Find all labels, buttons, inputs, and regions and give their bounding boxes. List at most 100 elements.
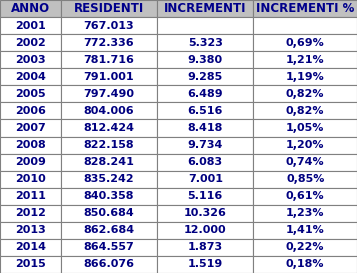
- Text: 850.684: 850.684: [84, 208, 134, 218]
- Text: 1,05%: 1,05%: [286, 123, 325, 133]
- Text: 8.418: 8.418: [187, 123, 223, 133]
- Text: 12.000: 12.000: [184, 225, 227, 235]
- Text: 2010: 2010: [15, 174, 46, 184]
- Text: 1,19%: 1,19%: [286, 72, 325, 82]
- Bar: [61, 153, 157, 171]
- Text: 0,82%: 0,82%: [286, 89, 325, 99]
- Text: 0,61%: 0,61%: [286, 191, 325, 201]
- Text: 822.158: 822.158: [84, 140, 134, 150]
- Bar: [0, 17, 61, 34]
- Bar: [0, 34, 61, 51]
- Bar: [157, 51, 253, 68]
- Bar: [253, 34, 357, 51]
- Bar: [61, 102, 157, 120]
- Text: 10.326: 10.326: [184, 208, 227, 218]
- Text: RESIDENTI: RESIDENTI: [74, 2, 144, 15]
- Text: INCREMENTI: INCREMENTI: [164, 2, 247, 15]
- Text: 6.083: 6.083: [188, 157, 223, 167]
- Bar: [61, 34, 157, 51]
- Bar: [253, 51, 357, 68]
- Bar: [253, 102, 357, 120]
- Bar: [253, 188, 357, 205]
- Bar: [157, 205, 253, 222]
- Bar: [0, 136, 61, 153]
- Bar: [253, 136, 357, 153]
- Bar: [0, 171, 61, 188]
- Text: 0,74%: 0,74%: [286, 157, 325, 167]
- Text: 812.424: 812.424: [84, 123, 134, 133]
- Text: 5.116: 5.116: [188, 191, 223, 201]
- Text: 0,18%: 0,18%: [286, 259, 325, 269]
- Bar: [0, 188, 61, 205]
- Bar: [157, 85, 253, 102]
- Bar: [0, 222, 61, 239]
- Text: 2007: 2007: [15, 123, 46, 133]
- Bar: [61, 17, 157, 34]
- Bar: [253, 171, 357, 188]
- Text: 1.873: 1.873: [188, 242, 223, 253]
- Bar: [0, 102, 61, 120]
- Bar: [0, 153, 61, 171]
- Bar: [253, 85, 357, 102]
- Text: 1,21%: 1,21%: [286, 55, 325, 65]
- Text: 1,20%: 1,20%: [286, 140, 325, 150]
- Text: 2009: 2009: [15, 157, 46, 167]
- Text: 772.336: 772.336: [84, 38, 134, 48]
- Bar: [0, 256, 61, 273]
- Bar: [61, 205, 157, 222]
- Text: 0,85%: 0,85%: [286, 174, 325, 184]
- Bar: [253, 0, 357, 17]
- Text: 2008: 2008: [15, 140, 46, 150]
- Text: 7.001: 7.001: [188, 174, 223, 184]
- Text: 2014: 2014: [15, 242, 46, 253]
- Text: 2003: 2003: [15, 55, 46, 65]
- Text: 2011: 2011: [15, 191, 46, 201]
- Text: 2005: 2005: [15, 89, 46, 99]
- Text: 866.076: 866.076: [84, 259, 134, 269]
- Bar: [0, 85, 61, 102]
- Bar: [61, 68, 157, 85]
- Bar: [157, 153, 253, 171]
- Text: 2006: 2006: [15, 106, 46, 116]
- Bar: [61, 188, 157, 205]
- Text: 6.516: 6.516: [187, 106, 223, 116]
- Bar: [61, 136, 157, 153]
- Bar: [253, 68, 357, 85]
- Text: 840.358: 840.358: [84, 191, 134, 201]
- Text: 6.489: 6.489: [187, 89, 223, 99]
- Text: 9.380: 9.380: [188, 55, 223, 65]
- Bar: [0, 0, 61, 17]
- Bar: [157, 171, 253, 188]
- Text: 0,69%: 0,69%: [286, 38, 325, 48]
- Bar: [0, 68, 61, 85]
- Bar: [0, 51, 61, 68]
- Bar: [61, 85, 157, 102]
- Text: 835.242: 835.242: [84, 174, 134, 184]
- Bar: [157, 136, 253, 153]
- Text: 0,82%: 0,82%: [286, 106, 325, 116]
- Text: 2012: 2012: [15, 208, 46, 218]
- Text: 2001: 2001: [15, 20, 46, 31]
- Bar: [157, 34, 253, 51]
- Text: ANNO: ANNO: [11, 2, 50, 15]
- Bar: [61, 120, 157, 136]
- Bar: [253, 205, 357, 222]
- Text: 5.323: 5.323: [188, 38, 223, 48]
- Text: 2015: 2015: [15, 259, 46, 269]
- Text: 781.716: 781.716: [84, 55, 134, 65]
- Bar: [253, 239, 357, 256]
- Bar: [157, 239, 253, 256]
- Bar: [157, 17, 253, 34]
- Bar: [61, 239, 157, 256]
- Text: 791.001: 791.001: [84, 72, 134, 82]
- Bar: [0, 239, 61, 256]
- Bar: [253, 17, 357, 34]
- Bar: [157, 68, 253, 85]
- Text: 864.557: 864.557: [84, 242, 134, 253]
- Bar: [0, 205, 61, 222]
- Bar: [253, 256, 357, 273]
- Text: 1.519: 1.519: [188, 259, 223, 269]
- Bar: [157, 102, 253, 120]
- Text: 1,23%: 1,23%: [286, 208, 325, 218]
- Text: 2002: 2002: [15, 38, 46, 48]
